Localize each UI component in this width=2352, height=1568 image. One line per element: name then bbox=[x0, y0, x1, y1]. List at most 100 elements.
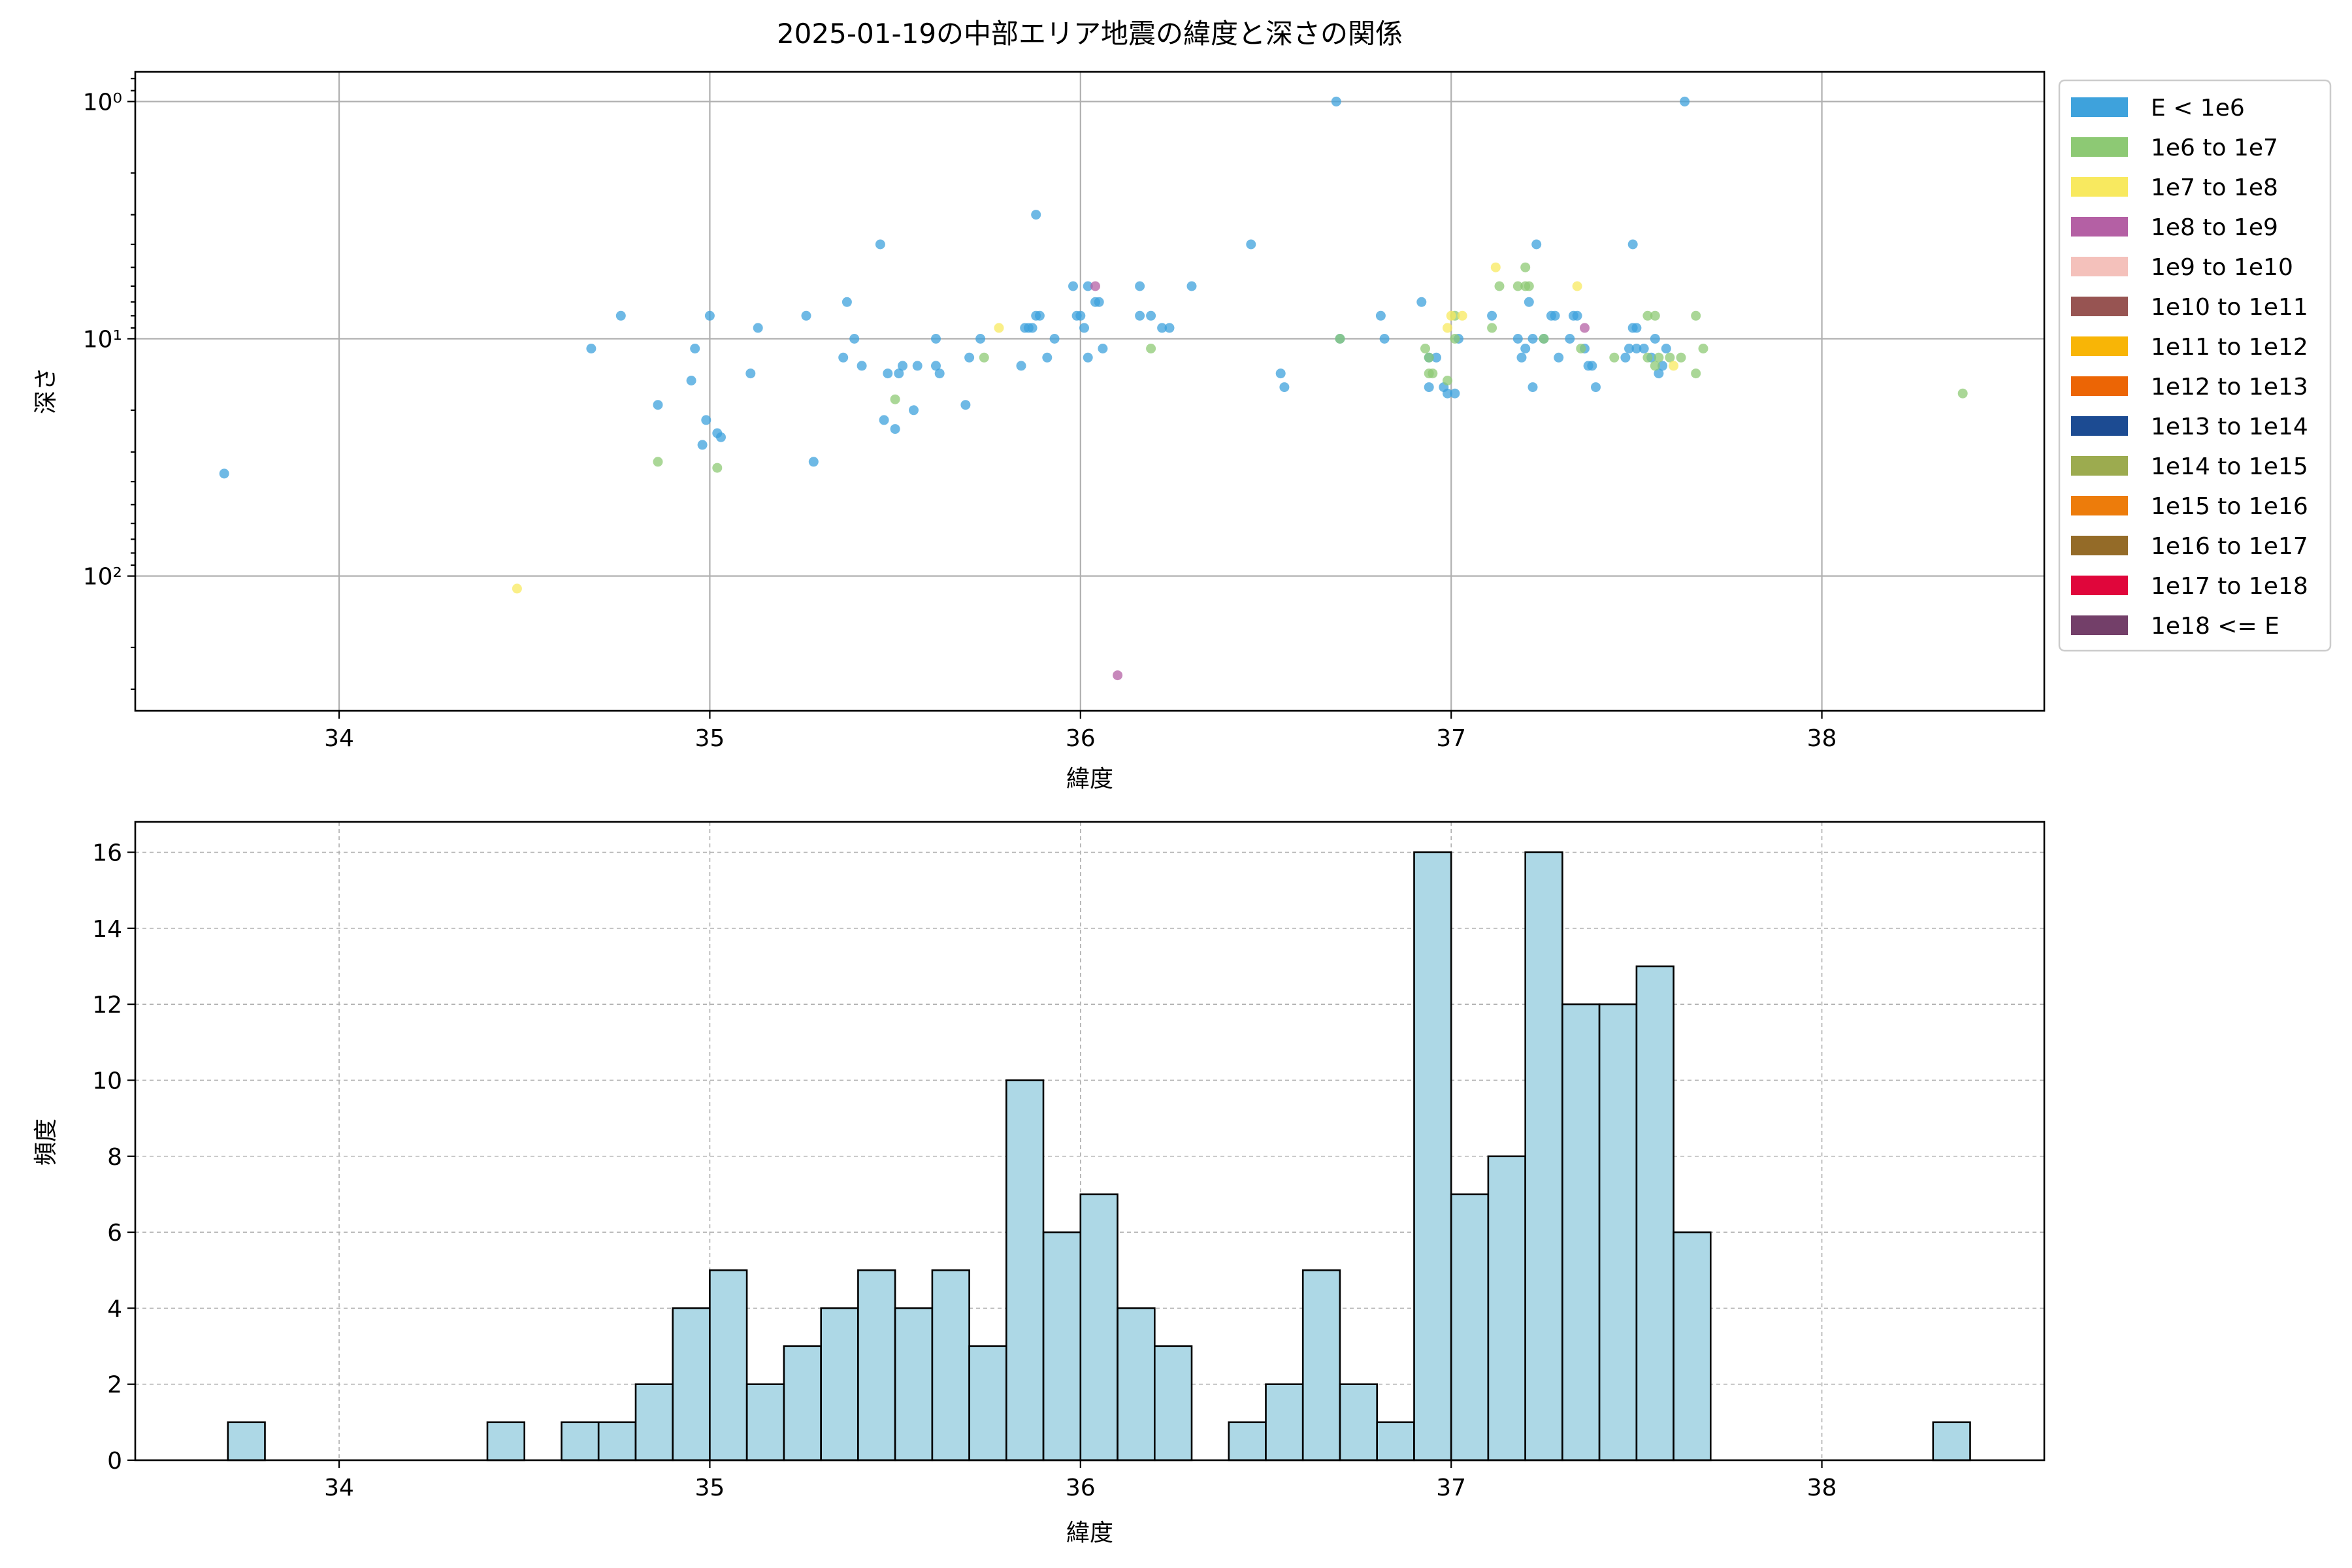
legend-swatch bbox=[2071, 376, 2128, 396]
histogram-bar bbox=[894, 1307, 934, 1462]
scatter-point bbox=[745, 368, 756, 379]
scatter-ticks: 34 35 36 37 38 10⁰ 10¹ 10² bbox=[83, 78, 1837, 752]
histogram-bar bbox=[1117, 1307, 1156, 1462]
legend-label: 1e16 to 1e17 bbox=[2151, 533, 2308, 560]
scatter-x-axis-label: 緯度 bbox=[1066, 766, 1113, 792]
scatter-point bbox=[1631, 344, 1642, 353]
scatter-point bbox=[1016, 361, 1026, 371]
scatter-point bbox=[1691, 310, 1701, 321]
scatter-point bbox=[1068, 281, 1078, 291]
scatter-point bbox=[1572, 310, 1582, 321]
histogram-bar bbox=[1042, 1231, 1082, 1462]
scatter-point bbox=[1654, 352, 1664, 363]
scatter-point bbox=[1090, 281, 1100, 291]
legend-label: 1e8 to 1e9 bbox=[2151, 214, 2278, 241]
scatter-point bbox=[1512, 334, 1523, 344]
histogram-x-tick-label: 37 bbox=[1436, 1475, 1466, 1501]
scatter-point bbox=[934, 368, 945, 379]
histogram-x-tick-label: 35 bbox=[695, 1475, 725, 1501]
legend-swatch bbox=[2071, 536, 2128, 555]
scatter-point bbox=[894, 368, 904, 379]
scatter-point bbox=[1487, 310, 1497, 321]
scatter-point bbox=[1576, 344, 1586, 353]
histogram-y-tick-label: 14 bbox=[92, 916, 122, 943]
legend-label: 1e18 <= E bbox=[2151, 613, 2279, 640]
scatter-point bbox=[994, 323, 1004, 333]
scatter-point bbox=[1631, 323, 1642, 333]
scatter-point bbox=[1957, 388, 1968, 399]
scatter-y-tick-label: 10² bbox=[83, 564, 122, 591]
histogram-bar bbox=[1598, 1003, 1638, 1462]
scatter-point bbox=[875, 239, 885, 250]
scatter-point bbox=[1431, 352, 1441, 363]
scatter-x-tick-label: 35 bbox=[695, 725, 725, 752]
scatter-point bbox=[975, 334, 986, 344]
scatter-point bbox=[1639, 344, 1649, 353]
histogram-bar bbox=[1524, 851, 1563, 1462]
histogram-bar bbox=[634, 1383, 674, 1462]
scatter-point bbox=[1642, 352, 1653, 363]
scatter-point bbox=[701, 415, 711, 425]
scatter-point bbox=[1650, 310, 1660, 321]
scatter-point bbox=[1665, 352, 1675, 363]
scatter-point bbox=[1157, 323, 1168, 333]
scatter-point bbox=[219, 468, 229, 479]
histogram-y-tick-label: 12 bbox=[92, 992, 122, 1019]
histogram-ticks: 34 35 36 37 38 0 2 4 6 8 10 12 14 16 bbox=[92, 840, 1837, 1501]
legend-label: 1e14 to 1e15 bbox=[2151, 453, 2308, 480]
histogram-x-tick-label: 38 bbox=[1807, 1475, 1837, 1501]
histogram-bar bbox=[597, 1421, 637, 1462]
scatter-point bbox=[1164, 323, 1175, 333]
scatter-point bbox=[1516, 352, 1527, 363]
scatter-point bbox=[712, 463, 723, 473]
scatter-point bbox=[960, 400, 971, 410]
histogram-x-axis-label: 緯度 bbox=[1066, 1520, 1113, 1546]
scatter-point bbox=[1443, 323, 1452, 333]
scatter-point bbox=[979, 352, 989, 363]
scatter-y-axis-label: 深さ bbox=[33, 367, 59, 414]
scatter-point bbox=[1186, 281, 1197, 291]
histogram-y-tick-label: 16 bbox=[92, 840, 122, 867]
scatter-point bbox=[1457, 310, 1467, 321]
histogram-y-tick-label: 2 bbox=[107, 1372, 122, 1399]
scatter-point bbox=[704, 310, 715, 321]
scatter-point bbox=[1335, 334, 1345, 344]
scatter-point bbox=[1083, 281, 1093, 291]
scatter-point bbox=[808, 457, 819, 467]
scatter-point bbox=[912, 361, 923, 371]
histogram-bar bbox=[561, 1421, 600, 1462]
legend-swatch bbox=[2071, 257, 2128, 276]
scatter-title: 2025-01-19の中部エリア地震の緯度と深さの関係 bbox=[777, 18, 1403, 50]
scatter-point bbox=[1661, 344, 1671, 353]
histogram-bar bbox=[1005, 1079, 1045, 1462]
histogram-frame bbox=[134, 821, 2046, 1462]
scatter-point bbox=[716, 432, 726, 442]
scatter-point bbox=[1443, 376, 1452, 385]
scatter-point bbox=[1642, 310, 1653, 321]
scatter-point bbox=[909, 405, 919, 416]
legend-frame bbox=[2058, 79, 2332, 652]
scatter-point bbox=[1042, 352, 1053, 363]
histogram-bar bbox=[783, 1345, 822, 1462]
histogram-bar bbox=[1228, 1421, 1267, 1462]
scatter-point bbox=[1450, 388, 1460, 399]
legend-label: 1e12 to 1e13 bbox=[2151, 374, 2308, 400]
legend-label: 1e13 to 1e14 bbox=[2151, 414, 2308, 440]
scatter-point bbox=[1146, 310, 1156, 321]
scatter-point bbox=[1049, 334, 1060, 344]
legend-swatch bbox=[2071, 496, 2128, 515]
histogram-y-tick-label: 8 bbox=[107, 1144, 122, 1171]
histogram-bar bbox=[1376, 1421, 1415, 1462]
scatter-point bbox=[1279, 382, 1290, 393]
legend-swatch bbox=[2071, 177, 2128, 197]
scatter-point bbox=[964, 352, 975, 363]
histogram-bar bbox=[1154, 1345, 1193, 1462]
histogram-bar bbox=[1450, 1193, 1490, 1462]
scatter-point bbox=[1650, 361, 1660, 371]
scatter-point bbox=[1079, 323, 1089, 333]
legend-label: 1e10 to 1e11 bbox=[2151, 294, 2308, 321]
legend-label: 1e7 to 1e8 bbox=[2151, 174, 2278, 201]
scatter-point bbox=[1572, 281, 1582, 291]
histogram-bar bbox=[931, 1269, 970, 1462]
scatter-point bbox=[801, 310, 811, 321]
